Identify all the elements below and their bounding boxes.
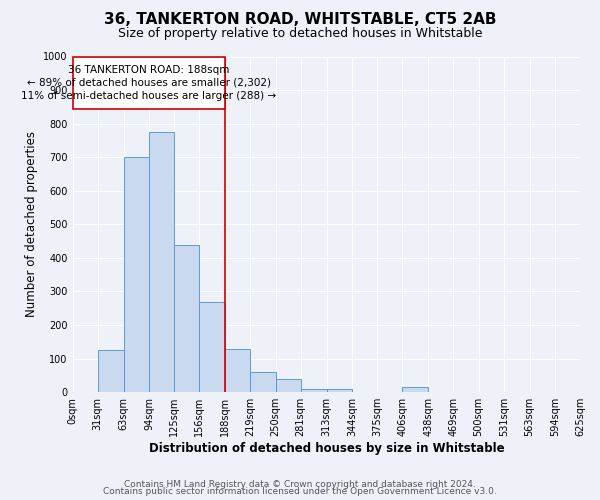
Bar [301,389,327,392]
Bar [402,387,428,392]
X-axis label: Distribution of detached houses by size in Whitstable: Distribution of detached houses by size … [149,442,504,455]
Bar [275,379,301,392]
Text: ← 89% of detached houses are smaller (2,302): ← 89% of detached houses are smaller (2,… [27,78,271,88]
Bar [124,157,149,392]
Bar [199,302,225,392]
Bar [98,350,124,392]
FancyBboxPatch shape [73,56,225,108]
Text: 36 TANKERTON ROAD: 188sqm: 36 TANKERTON ROAD: 188sqm [68,64,230,74]
Bar [327,389,352,392]
Bar [225,348,250,392]
Text: Size of property relative to detached houses in Whitstable: Size of property relative to detached ho… [118,28,482,40]
Text: Contains HM Land Registry data © Crown copyright and database right 2024.: Contains HM Land Registry data © Crown c… [124,480,476,489]
Bar [174,245,199,392]
Text: 36, TANKERTON ROAD, WHITSTABLE, CT5 2AB: 36, TANKERTON ROAD, WHITSTABLE, CT5 2AB [104,12,496,28]
Text: Contains public sector information licensed under the Open Government Licence v3: Contains public sector information licen… [103,488,497,496]
Bar [250,372,275,392]
Bar [149,132,174,392]
Text: 11% of semi-detached houses are larger (288) →: 11% of semi-detached houses are larger (… [22,90,277,101]
Y-axis label: Number of detached properties: Number of detached properties [25,132,38,318]
